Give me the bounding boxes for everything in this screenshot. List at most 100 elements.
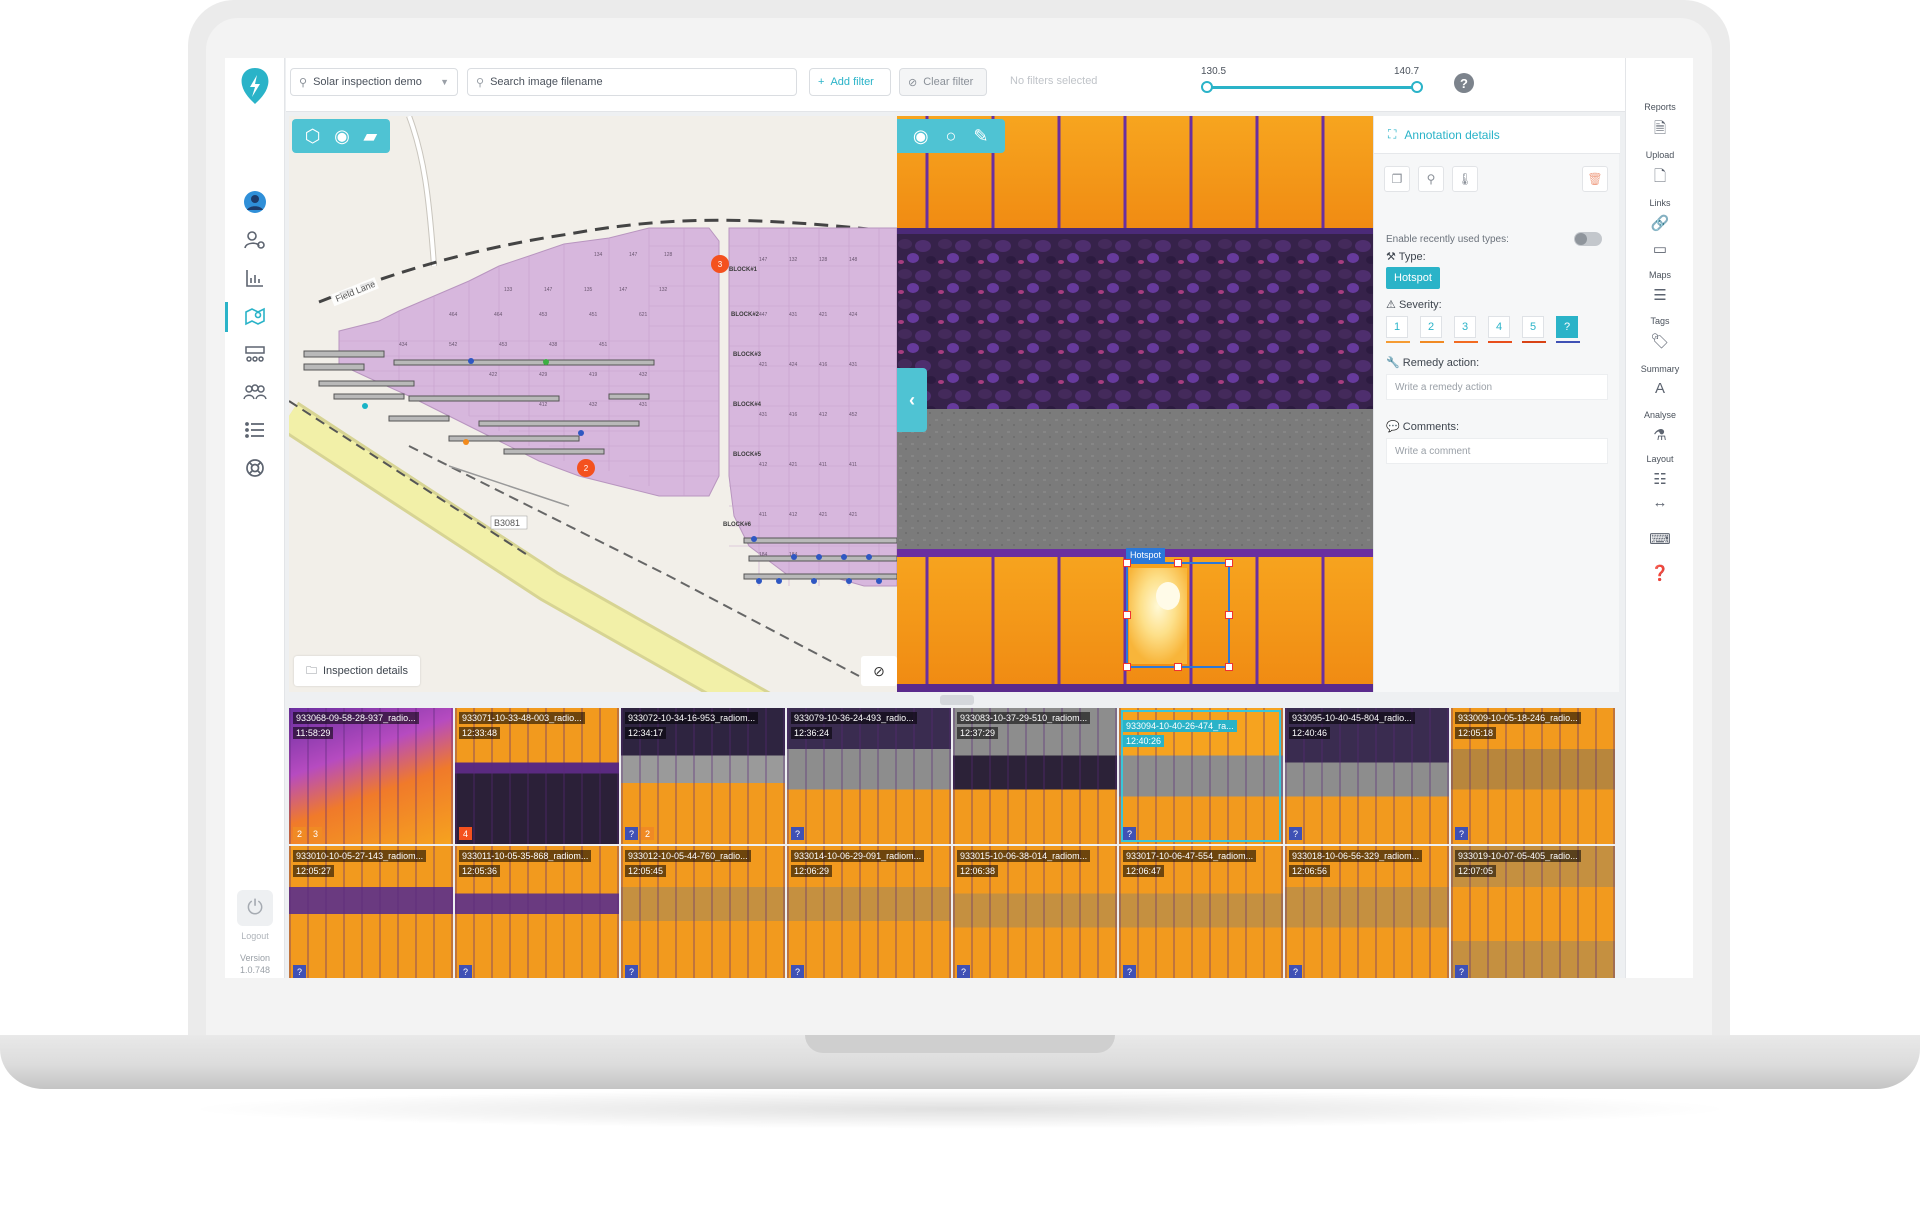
slider-handle-max[interactable] — [1411, 81, 1423, 93]
teams-icon[interactable] — [239, 376, 271, 408]
slider-handle-min[interactable] — [1201, 81, 1213, 93]
support-icon[interactable] — [239, 452, 271, 484]
maps-label: Maps — [1648, 270, 1671, 280]
user-settings-icon[interactable] — [239, 224, 271, 256]
list-icon[interactable] — [239, 414, 271, 446]
remedy-action-input[interactable]: Write a remedy action — [1386, 374, 1608, 400]
image-thumbnail[interactable]: 933068-09-58-28-937_radio... 11:58:29 2 3 — [289, 708, 453, 844]
thermal-image-viewer[interactable]: ⏷ ◉ ○ ✎ Hotspot — [897, 116, 1373, 692]
summary-text-icon[interactable]: A — [1654, 380, 1665, 397]
image-thumbnail[interactable]: 933071-10-33-48-003_radio... 12:33:48 4 — [455, 708, 619, 844]
severity-badge: ? — [1123, 965, 1136, 978]
resize-handle[interactable] — [1123, 663, 1131, 671]
app-logo-icon[interactable] — [237, 66, 273, 106]
cube-icon[interactable]: ⬡ — [304, 125, 321, 146]
image-thumbnail[interactable]: 933094-10-40-26-474_ra... 12:40:26? — [1119, 708, 1283, 844]
image-thumbnail[interactable]: 933019-10-07-05-405_radio... 12:07:05? — [1451, 846, 1615, 978]
search-icon: ⚲ — [299, 76, 308, 89]
comment-input[interactable]: Write a comment — [1386, 438, 1608, 464]
logout-button[interactable]: ⏻ — [237, 890, 273, 926]
severity-option[interactable]: 1 — [1386, 316, 1410, 343]
trash-icon[interactable]: 🗑 — [1582, 166, 1608, 192]
help-icon[interactable]: ? — [1454, 73, 1474, 93]
project-select-value: Solar inspection demo — [313, 76, 422, 88]
version-label: Version — [239, 953, 271, 963]
image-thumbnail[interactable]: 933010-10-05-27-143_radiom... 12:05:27? — [289, 846, 453, 978]
resize-handle[interactable] — [1123, 611, 1131, 619]
recent-types-toggle[interactable] — [1574, 232, 1602, 246]
severity-option[interactable]: 2 — [1420, 316, 1444, 343]
right-toolbar: Reports 🗎 Upload 🗋 Links 🔗 ▭ Maps ☰ Tags… — [1625, 58, 1693, 978]
circle-icon[interactable]: ○ — [945, 125, 957, 146]
svg-text:132: 132 — [659, 287, 668, 293]
keyboard-icon[interactable]: ⌨ — [1649, 531, 1671, 548]
inspection-details-label: Inspection details — [323, 665, 408, 677]
upload-file-icon[interactable]: 🗋 — [1653, 168, 1667, 185]
thermometer-icon[interactable]: 🌡 — [1452, 166, 1478, 192]
image-thumbnail[interactable]: 933072-10-34-16-953_radiom... 12:34:17? 2 — [621, 708, 785, 844]
map-canvas[interactable]: 134 147 128 133 147 135 147 132 464 464 453 451 62… — [289, 116, 897, 692]
help-circle-icon[interactable]: ❓ — [1650, 565, 1670, 582]
image-thumbnail[interactable]: 933095-10-40-45-804_radio... 12:40:46? — [1285, 708, 1449, 844]
resize-handle[interactable] — [1225, 559, 1233, 567]
image-thumbnail[interactable]: 933009-10-05-18-246_radio... 12:05:18? — [1451, 708, 1615, 844]
hide-layer-button[interactable]: ⊘ — [861, 656, 897, 686]
resize-handle[interactable] — [1174, 663, 1182, 671]
map-marker[interactable]: 2 — [577, 459, 595, 477]
layers-icon[interactable]: ☰ — [1653, 287, 1667, 304]
statistics-icon[interactable] — [239, 262, 271, 294]
image-thumbnail[interactable]: 933079-10-36-24-493_radio... 12:36:24? — [787, 708, 951, 844]
image-thumbnail[interactable]: 933015-10-06-38-014_radiom... 12:06:38? — [953, 846, 1117, 978]
site-map[interactable]: 134 147 128 133 147 135 147 132 464 464 453 451 62… — [289, 116, 897, 692]
clear-filter-button[interactable]: ⊘ Clear filter — [899, 68, 987, 96]
resize-handle[interactable] — [1174, 559, 1182, 567]
image-thumbnail[interactable]: 933018-10-06-56-329_radiom... 12:06:56? — [1285, 846, 1449, 978]
severity-option-label: 4 — [1495, 321, 1503, 333]
annotation-panel-header: ⛶ Annotation details — [1374, 116, 1620, 154]
copy-icon[interactable]: ❐ — [1384, 166, 1410, 192]
target-icon[interactable]: ◉ — [912, 125, 929, 146]
severity-option[interactable]: 4 — [1488, 316, 1512, 343]
image-thumbnail[interactable]: 933012-10-05-44-760_radio... 12:05:45? — [621, 846, 785, 978]
analyse-icon[interactable]: ⚗ — [1653, 427, 1667, 444]
resize-handle[interactable] — [1225, 611, 1233, 619]
hotspot-annotation-box[interactable] — [1123, 559, 1233, 671]
image-thumbnail[interactable]: 933014-10-06-29-091_radiom... 12:06:29? — [787, 846, 951, 978]
project-select[interactable]: ⚲ Solar inspection demo ▼ — [290, 68, 458, 96]
thumbnail-time: 12:06:47 — [1123, 865, 1165, 877]
location-pin-icon[interactable]: ⚲ — [1418, 166, 1444, 192]
profile-icon[interactable] — [239, 186, 271, 218]
map-marker[interactable]: 3 — [711, 255, 729, 273]
add-filter-button[interactable]: + Add filter — [809, 68, 891, 96]
severity-option[interactable]: 5 — [1522, 316, 1546, 343]
map-icon[interactable] — [239, 300, 271, 332]
image-thumbnail[interactable]: 933017-10-06-47-554_radiom... 12:06:47? — [1119, 846, 1283, 978]
resize-handle[interactable] — [1123, 559, 1131, 567]
target-icon[interactable]: ◉ — [334, 125, 350, 146]
severity-option[interactable]: ? — [1556, 316, 1580, 343]
expand-icon[interactable]: ⛶ — [1388, 127, 1397, 141]
inspection-details-button[interactable]: 🗀 Inspection details — [294, 656, 420, 686]
svg-text:BLOCK#1: BLOCK#1 — [729, 267, 758, 273]
svg-text:431: 431 — [759, 412, 768, 418]
inspections-icon[interactable] — [239, 338, 271, 370]
panel-resize-handle[interactable] — [940, 695, 974, 705]
link-icon[interactable]: 🔗 — [1650, 215, 1670, 232]
horizontal-layout-icon[interactable]: ↔ — [1652, 494, 1668, 511]
image-thumbnail[interactable]: 933011-10-05-35-868_radiom... 12:05:36? — [455, 846, 619, 978]
type-chip-hotspot[interactable]: Hotspot — [1386, 267, 1440, 289]
thumbnail-time: 12:05:27 — [293, 865, 335, 877]
severity-option[interactable]: 3 — [1454, 316, 1478, 343]
thumbnail-badges: ? — [459, 965, 472, 978]
resize-handle[interactable] — [1225, 663, 1233, 671]
list-layout-icon[interactable]: ☷ — [1653, 471, 1667, 488]
pencil-icon[interactable]: ✎ — [973, 125, 989, 146]
window-icon[interactable]: ▭ — [1652, 241, 1668, 258]
ruler-icon[interactable]: ▰ — [363, 125, 378, 146]
tag-icon[interactable]: 🏷 — [1650, 333, 1670, 350]
collapse-panel-button[interactable]: ‹ — [897, 368, 927, 432]
image-thumbnail[interactable]: 933083-10-37-29-510_radiom... 12:37:29 — [953, 708, 1117, 844]
temperature-range-slider[interactable] — [1201, 81, 1423, 93]
report-icon[interactable]: 🗎 — [1653, 120, 1667, 137]
image-search-input[interactable]: ⚲ Search image filename — [467, 68, 797, 96]
